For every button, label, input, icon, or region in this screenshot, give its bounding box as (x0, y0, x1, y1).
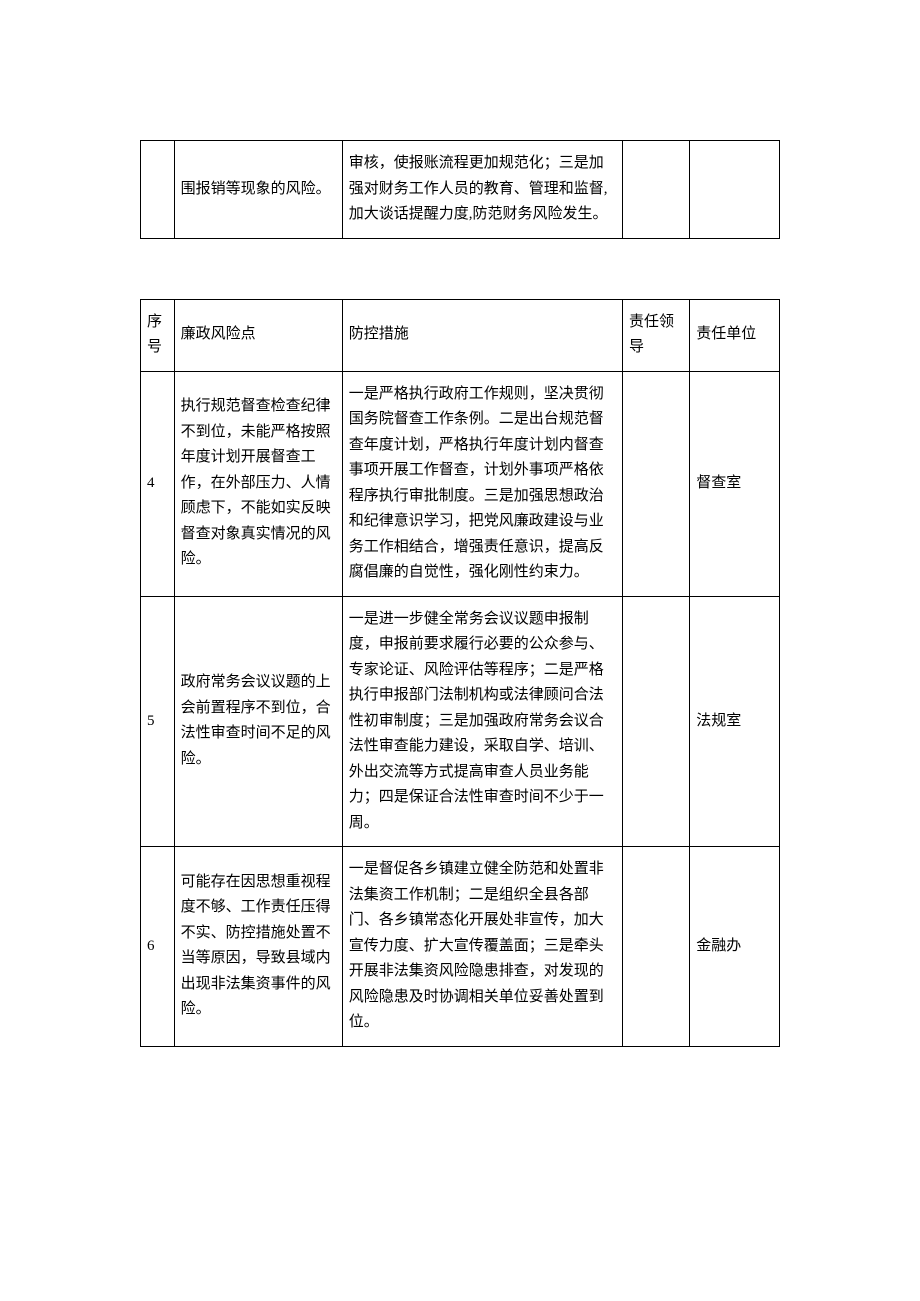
cell-leader (623, 371, 690, 596)
cell-unit: 法规室 (690, 596, 780, 847)
cell-risk: 围报销等现象的风险。 (174, 141, 342, 239)
cell-unit (690, 141, 780, 239)
cell-idx (141, 141, 175, 239)
header-risk: 廉政风险点 (174, 299, 342, 371)
cell-leader (623, 596, 690, 847)
document-page: 围报销等现象的风险。 审核，使报账流程更加规范化；三是加强对财务工作人员的教育、… (0, 0, 920, 1107)
cell-idx: 4 (141, 371, 175, 596)
table-row: 围报销等现象的风险。 审核，使报账流程更加规范化；三是加强对财务工作人员的教育、… (141, 141, 780, 239)
table-row: 6 可能存在因思想重视程度不够、工作责任压得不实、防控措施处置不当等原因，导致县… (141, 847, 780, 1047)
gap-spacer (140, 239, 780, 299)
header-idx: 序号 (141, 299, 175, 371)
cell-unit: 督查室 (690, 371, 780, 596)
cell-measure: 一是严格执行政府工作规则，坚决贯彻国务院督查工作条例。二是出台规范督查年度计划，… (342, 371, 622, 596)
cell-measure: 一是进一步健全常务会议议题申报制度，申报前要求履行必要的公众参与、专家论证、风险… (342, 596, 622, 847)
risk-table-fragment: 围报销等现象的风险。 审核，使报账流程更加规范化；三是加强对财务工作人员的教育、… (140, 140, 780, 239)
cell-leader (623, 141, 690, 239)
cell-measure: 一是督促各乡镇建立健全防范和处置非法集资工作机制；二是组织全县各部门、各乡镇常态… (342, 847, 622, 1047)
cell-risk: 政府常务会议议题的上会前置程序不到位，合法性审查时间不足的风险。 (174, 596, 342, 847)
header-measure: 防控措施 (342, 299, 622, 371)
cell-idx: 5 (141, 596, 175, 847)
cell-idx: 6 (141, 847, 175, 1047)
table-header-row: 序号 廉政风险点 防控措施 责任领导 责任单位 (141, 299, 780, 371)
table-row: 5 政府常务会议议题的上会前置程序不到位，合法性审查时间不足的风险。 一是进一步… (141, 596, 780, 847)
header-unit: 责任单位 (690, 299, 780, 371)
cell-risk: 可能存在因思想重视程度不够、工作责任压得不实、防控措施处置不当等原因，导致县域内… (174, 847, 342, 1047)
cell-measure: 审核，使报账流程更加规范化；三是加强对财务工作人员的教育、管理和监督,加大谈话提… (342, 141, 622, 239)
cell-leader (623, 847, 690, 1047)
header-leader: 责任领导 (623, 299, 690, 371)
cell-risk: 执行规范督查检查纪律不到位，未能严格按照年度计划开展督查工作，在外部压力、人情顾… (174, 371, 342, 596)
cell-unit: 金融办 (690, 847, 780, 1047)
risk-table-main: 序号 廉政风险点 防控措施 责任领导 责任单位 4 执行规范督查检查纪律不到位，… (140, 299, 780, 1047)
table-row: 4 执行规范督查检查纪律不到位，未能严格按照年度计划开展督查工作，在外部压力、人… (141, 371, 780, 596)
